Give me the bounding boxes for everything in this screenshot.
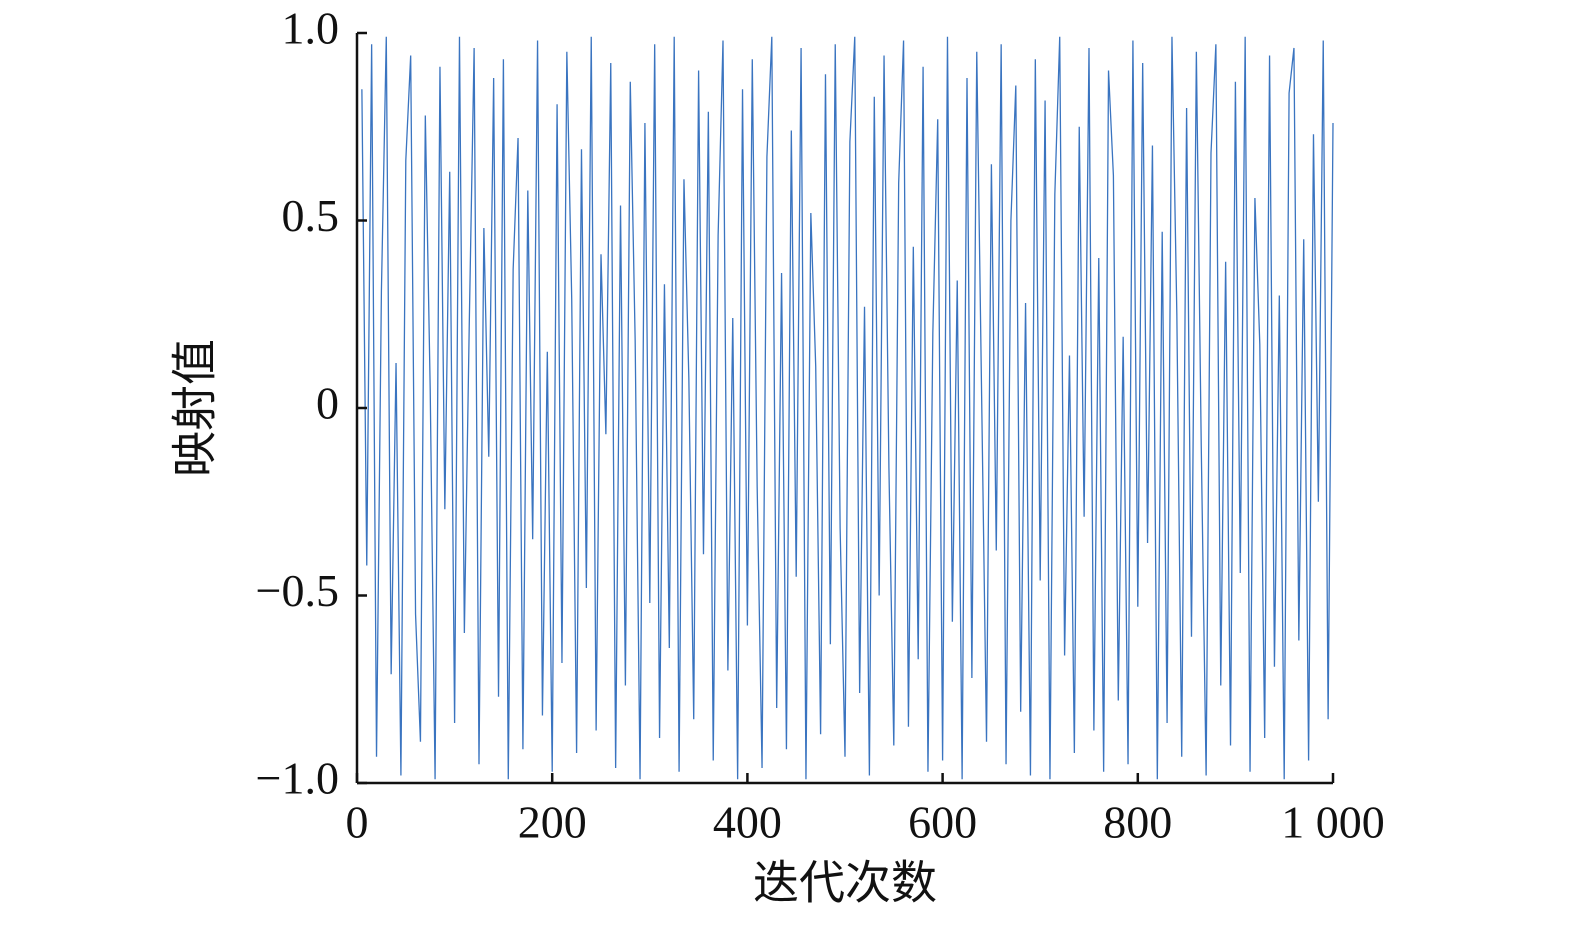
x-tick-label: 200 — [518, 797, 587, 848]
y-tick-label: 0.5 — [282, 190, 340, 241]
x-tick-label: 0 — [346, 797, 369, 848]
y-tick-label: −0.5 — [256, 565, 339, 616]
x-tick-label: 400 — [713, 797, 782, 848]
y-axis-label: 映射值 — [170, 339, 221, 477]
y-tick-label: −1.0 — [256, 753, 339, 804]
x-tick-label: 1 000 — [1281, 797, 1385, 848]
x-tick-label: 600 — [908, 797, 977, 848]
x-axis-label: 迭代次数 — [753, 858, 937, 909]
x-tick-label: 800 — [1103, 797, 1172, 848]
y-tick-label: 0 — [316, 378, 339, 429]
y-tick-label: 1.0 — [282, 3, 340, 54]
data-line — [361, 36, 1334, 780]
